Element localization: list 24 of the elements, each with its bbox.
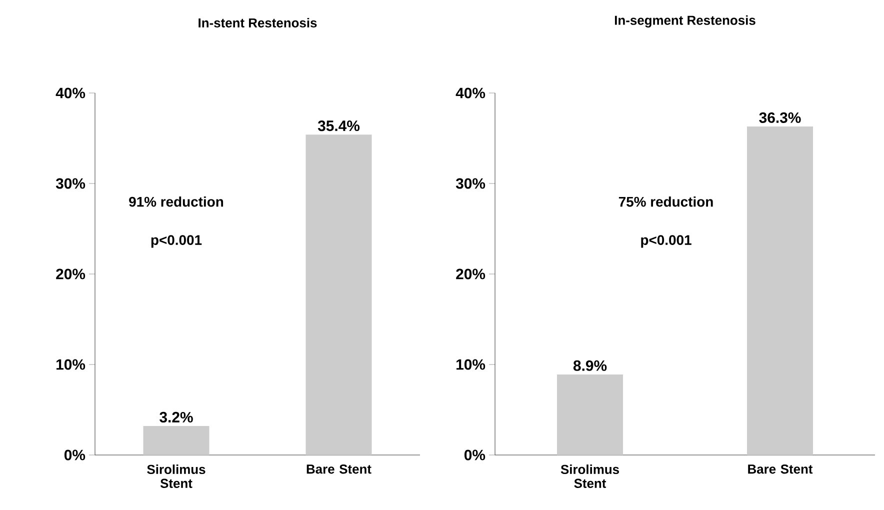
annotation: p<0.001 xyxy=(641,235,692,248)
data-label: 3.2% xyxy=(160,412,193,423)
x-tick-label: Sirolimus Stent xyxy=(147,464,206,488)
x-tick-label: Bare Stent xyxy=(306,464,372,474)
x-tick-label: Sirolimus Stent xyxy=(560,464,619,488)
y-tick-label: 40% xyxy=(56,88,86,98)
y-tick-label: 0% xyxy=(464,450,486,460)
y-tick-label: 20% xyxy=(456,268,486,280)
data-label: 8.9% xyxy=(573,360,607,371)
chart-title: In-segment Restenosis xyxy=(614,15,756,28)
y-tick-label: 20% xyxy=(56,268,86,280)
y-tick-label: 30% xyxy=(56,178,86,189)
annotation: 91% reduction xyxy=(129,196,224,207)
y-tick-label: 0% xyxy=(64,450,86,460)
annotation: p<0.001 xyxy=(151,235,202,248)
data-label: 36.3% xyxy=(759,112,801,123)
x-tick-label: Bare Stent xyxy=(748,464,813,474)
y-tick-label: 30% xyxy=(456,178,486,189)
data-label: 35.4% xyxy=(318,120,360,132)
chart-title: In-stent Restenosis xyxy=(198,18,317,28)
y-tick-label: 10% xyxy=(456,359,486,370)
y-tick-label: 10% xyxy=(56,359,86,370)
y-tick-label: 40% xyxy=(456,88,486,98)
annotation: 75% reduction xyxy=(618,196,713,207)
